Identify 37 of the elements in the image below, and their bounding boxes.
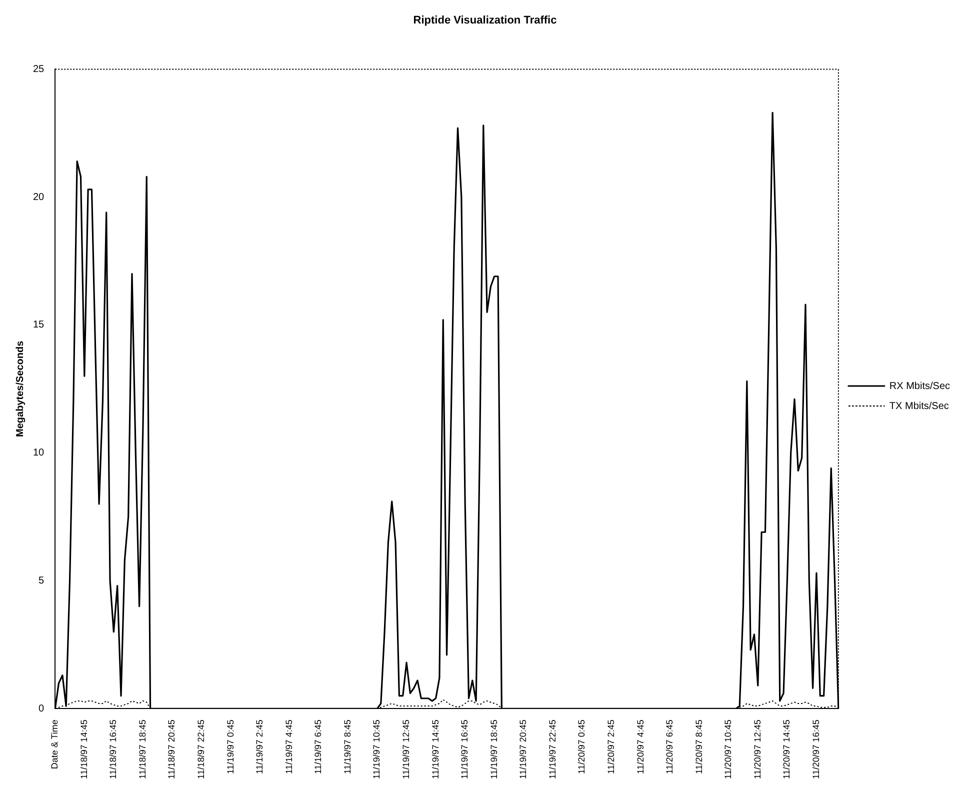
x-tick-label: 11/20/97 10:45 — [723, 720, 734, 780]
x-tick-label: 11/18/97 20:45 — [166, 720, 177, 780]
x-tick-label: 11/18/97 16:45 — [108, 720, 118, 780]
x-tick-label: 11/19/97 8:45 — [342, 720, 352, 774]
x-tick-label: 11/19/97 4:45 — [284, 720, 294, 774]
y-tick-label: 20 — [33, 192, 45, 203]
x-tick-label: 11/20/97 14:45 — [782, 720, 792, 780]
chart-title: Riptide Visualization Traffic — [413, 14, 557, 27]
x-tick-label: 11/19/97 6:45 — [313, 720, 324, 774]
x-tick-label: 11/18/97 22:45 — [196, 720, 206, 780]
x-tick-label: 11/20/97 12:45 — [752, 720, 762, 780]
x-tick-label: Date & Time — [50, 720, 60, 770]
y-tick-label: 0 — [38, 703, 45, 714]
x-tick-label: 11/19/97 22:45 — [547, 720, 558, 780]
y-axis-title: Megabytes/Seconds — [14, 340, 26, 437]
x-tick-label: 11/19/97 18:45 — [488, 720, 499, 780]
x-tick-label: 11/18/97 18:45 — [137, 720, 148, 780]
legend-label: TX Mbits/Sec — [889, 400, 949, 412]
x-tick-label: 11/20/97 16:45 — [810, 720, 821, 780]
y-tick-label: 5 — [38, 575, 45, 586]
x-tick-label: 11/19/97 12:45 — [400, 720, 411, 780]
x-tick-label: 11/20/97 8:45 — [694, 720, 704, 774]
y-tick-label: 10 — [33, 448, 45, 459]
legend-label: RX Mbits/Sec — [889, 380, 950, 392]
x-tick-label: 11/19/97 2:45 — [254, 720, 265, 774]
x-tick-label: 11/20/97 6:45 — [664, 720, 675, 774]
x-tick-label: 11/19/97 20:45 — [518, 720, 528, 780]
x-tick-label: 11/20/97 2:45 — [606, 720, 616, 774]
x-tick-label: 11/19/97 14:45 — [430, 720, 440, 780]
y-tick-label: 25 — [33, 64, 45, 75]
x-tick-label: 11/20/97 4:45 — [635, 720, 646, 774]
x-tick-label: 11/19/97 10:45 — [372, 720, 382, 780]
x-tick-label: 11/20/97 0:45 — [576, 720, 587, 774]
x-tick-label: 11/19/97 0:45 — [225, 720, 236, 774]
x-tick-label: 11/18/97 14:45 — [78, 720, 89, 780]
y-tick-label: 15 — [33, 320, 45, 331]
x-tick-label: 11/19/97 16:45 — [460, 720, 470, 780]
